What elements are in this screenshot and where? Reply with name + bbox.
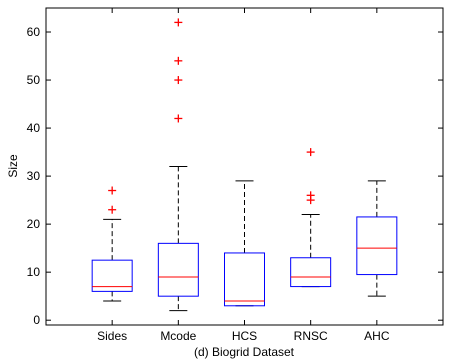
y-tick-label: 30 — [27, 169, 41, 183]
x-axis-label: (d) Biogrid Dataset — [194, 345, 295, 359]
y-tick-label: 60 — [27, 25, 41, 39]
y-tick-label: 50 — [27, 73, 41, 87]
plot-area — [45, 7, 444, 326]
outlier-point — [174, 56, 183, 65]
iqr-box — [91, 259, 133, 292]
x-tick-label: Mcode — [160, 329, 196, 343]
box-sides — [91, 186, 133, 302]
outlier-point — [174, 76, 183, 85]
y-tick-label: 10 — [27, 265, 41, 279]
outlier-point — [108, 186, 117, 195]
iqr-box — [356, 216, 398, 276]
box-ahc — [356, 180, 398, 297]
iqr-box — [224, 252, 265, 307]
iqr-box — [290, 257, 332, 288]
outlier-point — [306, 148, 315, 157]
outlier-point — [174, 18, 183, 27]
iqr-box — [157, 242, 199, 297]
y-axis: 0 10 20 30 40 50 60 — [27, 25, 443, 327]
y-tick-label: 40 — [27, 121, 41, 135]
x-tick-label: RNSC — [294, 329, 328, 343]
outlier-point — [306, 191, 315, 200]
x-tick-label: HCS — [232, 329, 257, 343]
box-rnsc — [290, 148, 332, 288]
outlier-point — [108, 205, 117, 214]
box-hcs — [224, 180, 265, 307]
x-tick-label: Sides — [97, 329, 127, 343]
y-tick-label: 20 — [27, 217, 41, 231]
y-tick-label: 0 — [33, 313, 40, 327]
x-axis: Sides Mcode HCS RNSC AHC — [97, 8, 390, 343]
boxes-group — [91, 18, 398, 312]
y-axis-label: Size — [6, 154, 20, 178]
x-tick-label: AHC — [364, 329, 390, 343]
outlier-point — [174, 114, 183, 123]
box-mcode — [157, 18, 199, 312]
